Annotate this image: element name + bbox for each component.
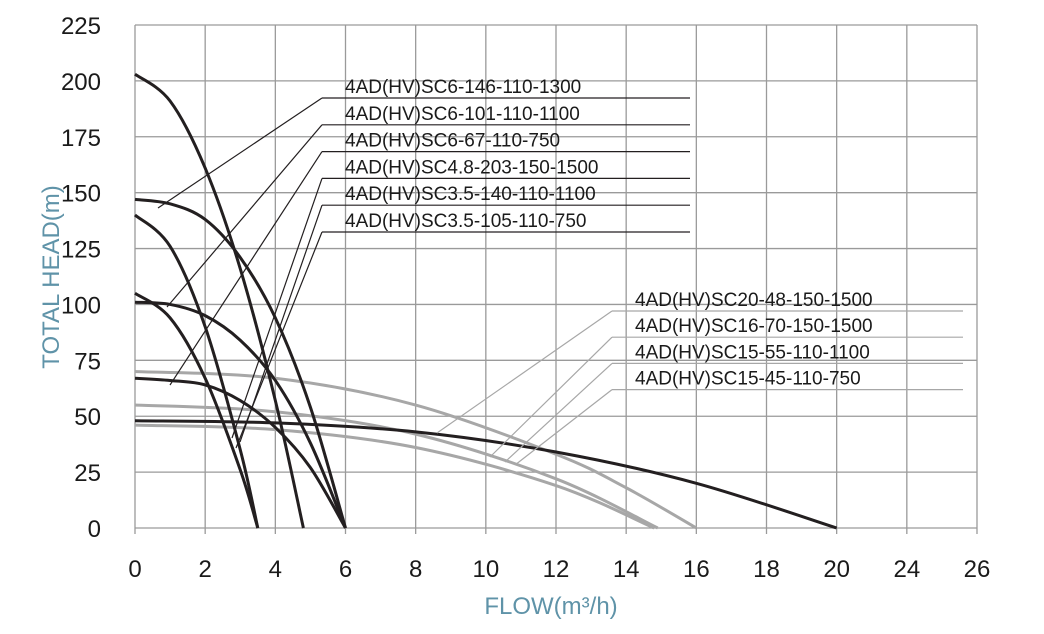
- legend-label: 4AD(HV)SC4.8-203-150-1500: [345, 157, 598, 178]
- y-tick-label: 175: [61, 125, 101, 152]
- legend-leaders: 4AD(HV)SC6-146-110-1300 4AD(HV)SC6-101-11…: [157, 77, 963, 466]
- x-tick-label: 24: [893, 556, 920, 583]
- x-tick-label: 6: [339, 556, 352, 583]
- legend-label: 4AD(HV)SC15-55-110-1100: [635, 342, 870, 363]
- legend-leader-line: [166, 124, 323, 308]
- x-tick-label: 4: [269, 556, 282, 583]
- series-line-4ad-hv-sc6-101-110-1100: [134, 300, 347, 529]
- legend-leader-line: [436, 310, 613, 434]
- tick-labels: 0 2 4 6 8 10 12 14 16 18 20 24 260255075100125150175…: [61, 13, 990, 583]
- y-tick-label: 75: [74, 348, 101, 375]
- legend-label: 4AD(HV)SC3.5-140-110-1100: [345, 184, 596, 205]
- x-tick-label: 18: [753, 556, 780, 583]
- x-tick-label: 12: [543, 556, 570, 583]
- series-line-4ad-hv-sc4.8-203-150-1500: [134, 72, 305, 529]
- x-tick-label: 26: [964, 556, 991, 583]
- x-tick-label: 2: [198, 556, 211, 583]
- legend-label: 4AD(HV)SC6-67-110-750: [345, 131, 560, 152]
- y-tick-label: 100: [61, 292, 101, 319]
- legend-leader-line: [514, 389, 613, 466]
- x-tick-label: 0: [128, 556, 141, 583]
- legend-leader-line: [504, 362, 613, 463]
- x-tick-label: 16: [683, 556, 710, 583]
- legend-label: 4AD(HV)SC3.5-105-110-750: [345, 211, 587, 232]
- legend-leader-line: [157, 97, 323, 209]
- x-axis-label: FLOW(m³/h): [484, 593, 617, 620]
- legend-leader-line: [231, 178, 323, 439]
- legend-leader-line: [489, 336, 613, 458]
- grid: [134, 24, 978, 534]
- legend-label: 4AD(HV)SC15-45-110-750: [635, 369, 861, 390]
- series-line-4ad-hv-sc3.5-140-110-1100: [134, 213, 260, 529]
- y-axis-label: TOTAL HEAD(m): [38, 185, 65, 369]
- legend-label: 4AD(HV)SC20-48-150-1500: [635, 290, 873, 311]
- legend-label: 4AD(HV)SC6-146-110-1300: [345, 77, 581, 98]
- legend-label: 4AD(HV)SC6-101-110-1100: [345, 104, 580, 125]
- y-tick-label: 225: [61, 13, 101, 40]
- series-line-4ad-hv-sc15-55-110-1100: [134, 403, 659, 530]
- legend-leader-line: [169, 151, 323, 386]
- series-line-4ad-hv-sc15-45-110-750: [134, 423, 655, 530]
- legend-leader-line: [235, 231, 323, 449]
- y-tick-label: 125: [61, 237, 101, 264]
- series-line-4ad-hv-sc3.5-105-110-750: [134, 291, 260, 529]
- legend-label: 4AD(HV)SC16-70-150-1500: [635, 316, 873, 337]
- x-tick-label: 10: [472, 556, 499, 583]
- series-line-4ad-hv-sc6-67-110-750: [134, 376, 347, 529]
- x-tick-label: 20: [823, 556, 850, 583]
- series-line-4ad-hv-sc20-48-150-1500: [134, 419, 838, 530]
- curves: [134, 72, 838, 530]
- y-tick-label: 50: [74, 404, 101, 431]
- series-line-4ad-hv-sc16-70-150-1500: [134, 370, 698, 530]
- x-tick-label: 8: [409, 556, 422, 583]
- y-tick-label: 25: [74, 460, 101, 487]
- y-tick-label: 0: [88, 516, 101, 543]
- y-tick-label: 150: [61, 181, 101, 208]
- y-tick-label: 200: [61, 69, 101, 96]
- x-tick-label: 14: [613, 556, 640, 583]
